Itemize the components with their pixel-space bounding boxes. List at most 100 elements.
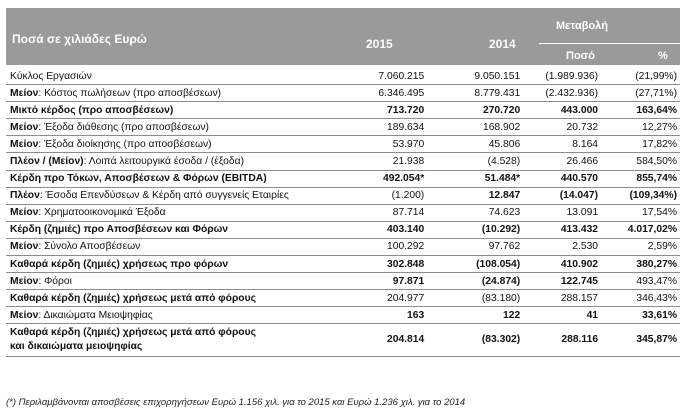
change-amount: 8.164 bbox=[523, 135, 602, 154]
financial-table: Κύκλος Εργασιών 7.060.215 9.050.151 (1.989.… bbox=[6, 68, 680, 358]
table-body: Κύκλος Εργασιών 7.060.215 9.050.151 (1.989.… bbox=[6, 68, 680, 358]
value-2014: (83.180) bbox=[427, 289, 524, 308]
header-percent: % bbox=[658, 50, 668, 62]
row-label-text: : Χρηματοοικονομικά Έξοδα bbox=[38, 207, 166, 219]
table-row: Μείον: Δικαιώματα Μειοψηφίας 163 122 41 33,6… bbox=[6, 306, 680, 325]
value-2014: 97.762 bbox=[427, 238, 524, 257]
change-percent: (21,99%) bbox=[601, 68, 680, 86]
row-label: Μείον: Κόστος πωλήσεων (προ αποσβέσεων) bbox=[6, 84, 366, 103]
change-percent: 33,61% bbox=[601, 306, 680, 325]
row-label-prefix: Μείον bbox=[10, 309, 39, 321]
table-header: Ποσά σε χιλιάδες Ευρώ 2015 2014 Μεταβολή… bbox=[6, 8, 680, 65]
value-2015: 100.292 bbox=[365, 238, 428, 257]
row-label-text: : Έξοδα διάθεσης (προ αποσβέσεων) bbox=[38, 121, 209, 133]
change-percent: 12,27% bbox=[601, 118, 680, 137]
row-label: Κέρδη προ Τόκων, Αποσβέσεων & Φόρων (EBI… bbox=[6, 170, 366, 188]
row-label-text: : Κόστος πωλήσεων (προ αποσβέσεων) bbox=[38, 87, 222, 99]
change-amount: 122.745 bbox=[523, 272, 602, 291]
value-2015: 87.714 bbox=[365, 204, 428, 222]
value-2015: 403.140 bbox=[365, 221, 428, 239]
row-label-text: : Φόροι bbox=[38, 275, 72, 287]
table-row: Μείον: Έξοδα διοίκησης (προ αποσβέσεων) 5… bbox=[6, 135, 680, 154]
value-2014: 74.623 bbox=[427, 204, 524, 222]
value-2015: 163 bbox=[365, 306, 428, 325]
table-row: Κέρδη προ Τόκων, Αποσβέσεων & Φόρων (EBI… bbox=[6, 170, 680, 188]
row-label-prefix: Πλέον / (Μείον) bbox=[10, 156, 84, 168]
change-percent: 345,87% bbox=[601, 323, 680, 358]
header-amount: Ποσό bbox=[566, 50, 595, 62]
value-2015: 713.720 bbox=[365, 101, 428, 120]
change-amount: (14.047) bbox=[523, 187, 602, 205]
table-row: Καθαρά κέρδη (ζημιές) χρήσεως μετά από φ… bbox=[6, 289, 680, 308]
value-2015: 204.977 bbox=[365, 289, 428, 308]
change-amount: 288.116 bbox=[523, 323, 602, 358]
row-label-text: Κέρδη (ζημιές) προ Αποσβέσεων και Φόρων bbox=[10, 224, 229, 236]
header-title: Ποσά σε χιλιάδες Ευρώ bbox=[12, 32, 147, 46]
change-percent: 17,82% bbox=[601, 135, 680, 154]
change-amount: (2.432.936) bbox=[523, 84, 602, 103]
value-2014: (83.302) bbox=[427, 323, 524, 358]
value-2014: 12.847 bbox=[427, 187, 524, 205]
value-2015: 204.814 bbox=[365, 323, 428, 358]
change-percent: 17,54% bbox=[601, 204, 680, 222]
change-percent: 4.017,02% bbox=[601, 221, 680, 239]
table-row: Μείον: Έξοδα διάθεσης (προ αποσβέσεων) 18… bbox=[6, 118, 680, 137]
row-label: Καθαρά κέρδη (ζημιές) χρήσεως μετά από φ… bbox=[6, 289, 366, 308]
table-row: Καθαρά κέρδη (ζημιές) χρήσεως προ φόρων 3… bbox=[6, 255, 680, 274]
row-label: Μείον: Χρηματοοικονομικά Έξοδα bbox=[6, 204, 366, 222]
value-2014: (108.054) bbox=[427, 255, 524, 274]
row-label-text: : Έξοδα διοίκησης (προ αποσβέσεων) bbox=[38, 138, 212, 150]
table-row-final: Καθαρά κέρδη (ζημιές) χρήσεως μετά από φ… bbox=[6, 323, 680, 358]
row-label-text: : Λοιπά λειτουργικά έσοδα / (έξοδα) bbox=[83, 156, 244, 168]
table-row: Πλέον: Έσοδα Επενδύσεων & Κέρδη από συγγ… bbox=[6, 187, 680, 205]
value-2014: (4.528) bbox=[427, 152, 524, 171]
row-label-text: Καθαρά κέρδη (ζημιές) χρήσεως προ φόρων bbox=[10, 258, 229, 270]
footnote: (*) Περιλαμβάνονται αποσβέσεις επιχορηγή… bbox=[6, 397, 466, 408]
value-2015: 189.634 bbox=[365, 118, 428, 137]
row-label: Μικτό κέρδος (προ αποσβέσεων) bbox=[6, 101, 366, 120]
row-label: Κύκλος Εργασιών bbox=[6, 68, 366, 86]
change-amount: (1.989.936) bbox=[523, 68, 602, 86]
row-label-line1: Καθαρά κέρδη (ζημιές) χρήσεως μετά από φ… bbox=[10, 327, 256, 339]
table-row: Μικτό κέρδος (προ αποσβέσεων) 713.720 270.… bbox=[6, 101, 680, 120]
change-amount: 41 bbox=[523, 306, 602, 325]
change-percent: 380,27% bbox=[601, 255, 680, 274]
change-percent: 584,50% bbox=[601, 152, 680, 171]
change-amount: 410.902 bbox=[523, 255, 602, 274]
row-label-prefix: Μείον bbox=[10, 138, 39, 150]
value-2014: 168.902 bbox=[427, 118, 524, 137]
value-2015: 492.054* bbox=[365, 170, 428, 188]
row-label-text: Κύκλος Εργασιών bbox=[10, 70, 92, 82]
value-2015: 97.871 bbox=[365, 272, 428, 291]
row-label: Καθαρά κέρδη (ζημιές) χρήσεως προ φόρων bbox=[6, 255, 366, 274]
value-2015: 302.848 bbox=[365, 255, 428, 274]
table-row: Μείον: Σύνολο Αποσβέσεων 100.292 97.762 2.5… bbox=[6, 238, 680, 257]
change-amount: 13.091 bbox=[523, 204, 602, 222]
row-label-prefix: Πλέον bbox=[10, 190, 40, 202]
row-label: Πλέον: Έσοδα Επενδύσεων & Κέρδη από συγγ… bbox=[6, 187, 366, 205]
table-row: Μείον: Κόστος πωλήσεων (προ αποσβέσεων) 6… bbox=[6, 84, 680, 103]
row-label: Μείον: Σύνολο Αποσβέσεων bbox=[6, 238, 366, 257]
change-amount: 413.432 bbox=[523, 221, 602, 239]
value-2014: 122 bbox=[427, 306, 524, 325]
row-label: Μείον: Δικαιώματα Μειοψηφίας bbox=[6, 306, 366, 325]
change-percent: 163,64% bbox=[601, 101, 680, 120]
value-2015: (1.200) bbox=[365, 187, 428, 205]
row-label-text: Μικτό κέρδος (προ αποσβέσεων) bbox=[10, 104, 174, 116]
value-2015: 21.938 bbox=[365, 152, 428, 171]
row-label-prefix: Μείον bbox=[10, 275, 39, 287]
row-label-prefix: Μείον bbox=[10, 87, 39, 99]
row-label: Πλέον / (Μείον): Λοιπά λειτουργικά έσοδα… bbox=[6, 152, 366, 171]
row-label: Μείον: Έξοδα διάθεσης (προ αποσβέσεων) bbox=[6, 118, 366, 137]
value-2014: (24.874) bbox=[427, 272, 524, 291]
change-percent: (27,71%) bbox=[601, 84, 680, 103]
change-amount: 26.466 bbox=[523, 152, 602, 171]
row-label: Κέρδη (ζημιές) προ Αποσβέσεων και Φόρων bbox=[6, 221, 366, 239]
value-2015: 53.970 bbox=[365, 135, 428, 154]
row-label-prefix: Μείον bbox=[10, 121, 39, 133]
row-label-text: Κέρδη προ Τόκων, Αποσβέσεων & Φόρων (EBI… bbox=[10, 173, 267, 185]
value-2014: 270.720 bbox=[427, 101, 524, 120]
value-2015: 7.060.215 bbox=[365, 68, 428, 86]
table-row: Μείον: Χρηματοοικονομικά Έξοδα 87.714 74.6… bbox=[6, 204, 680, 222]
